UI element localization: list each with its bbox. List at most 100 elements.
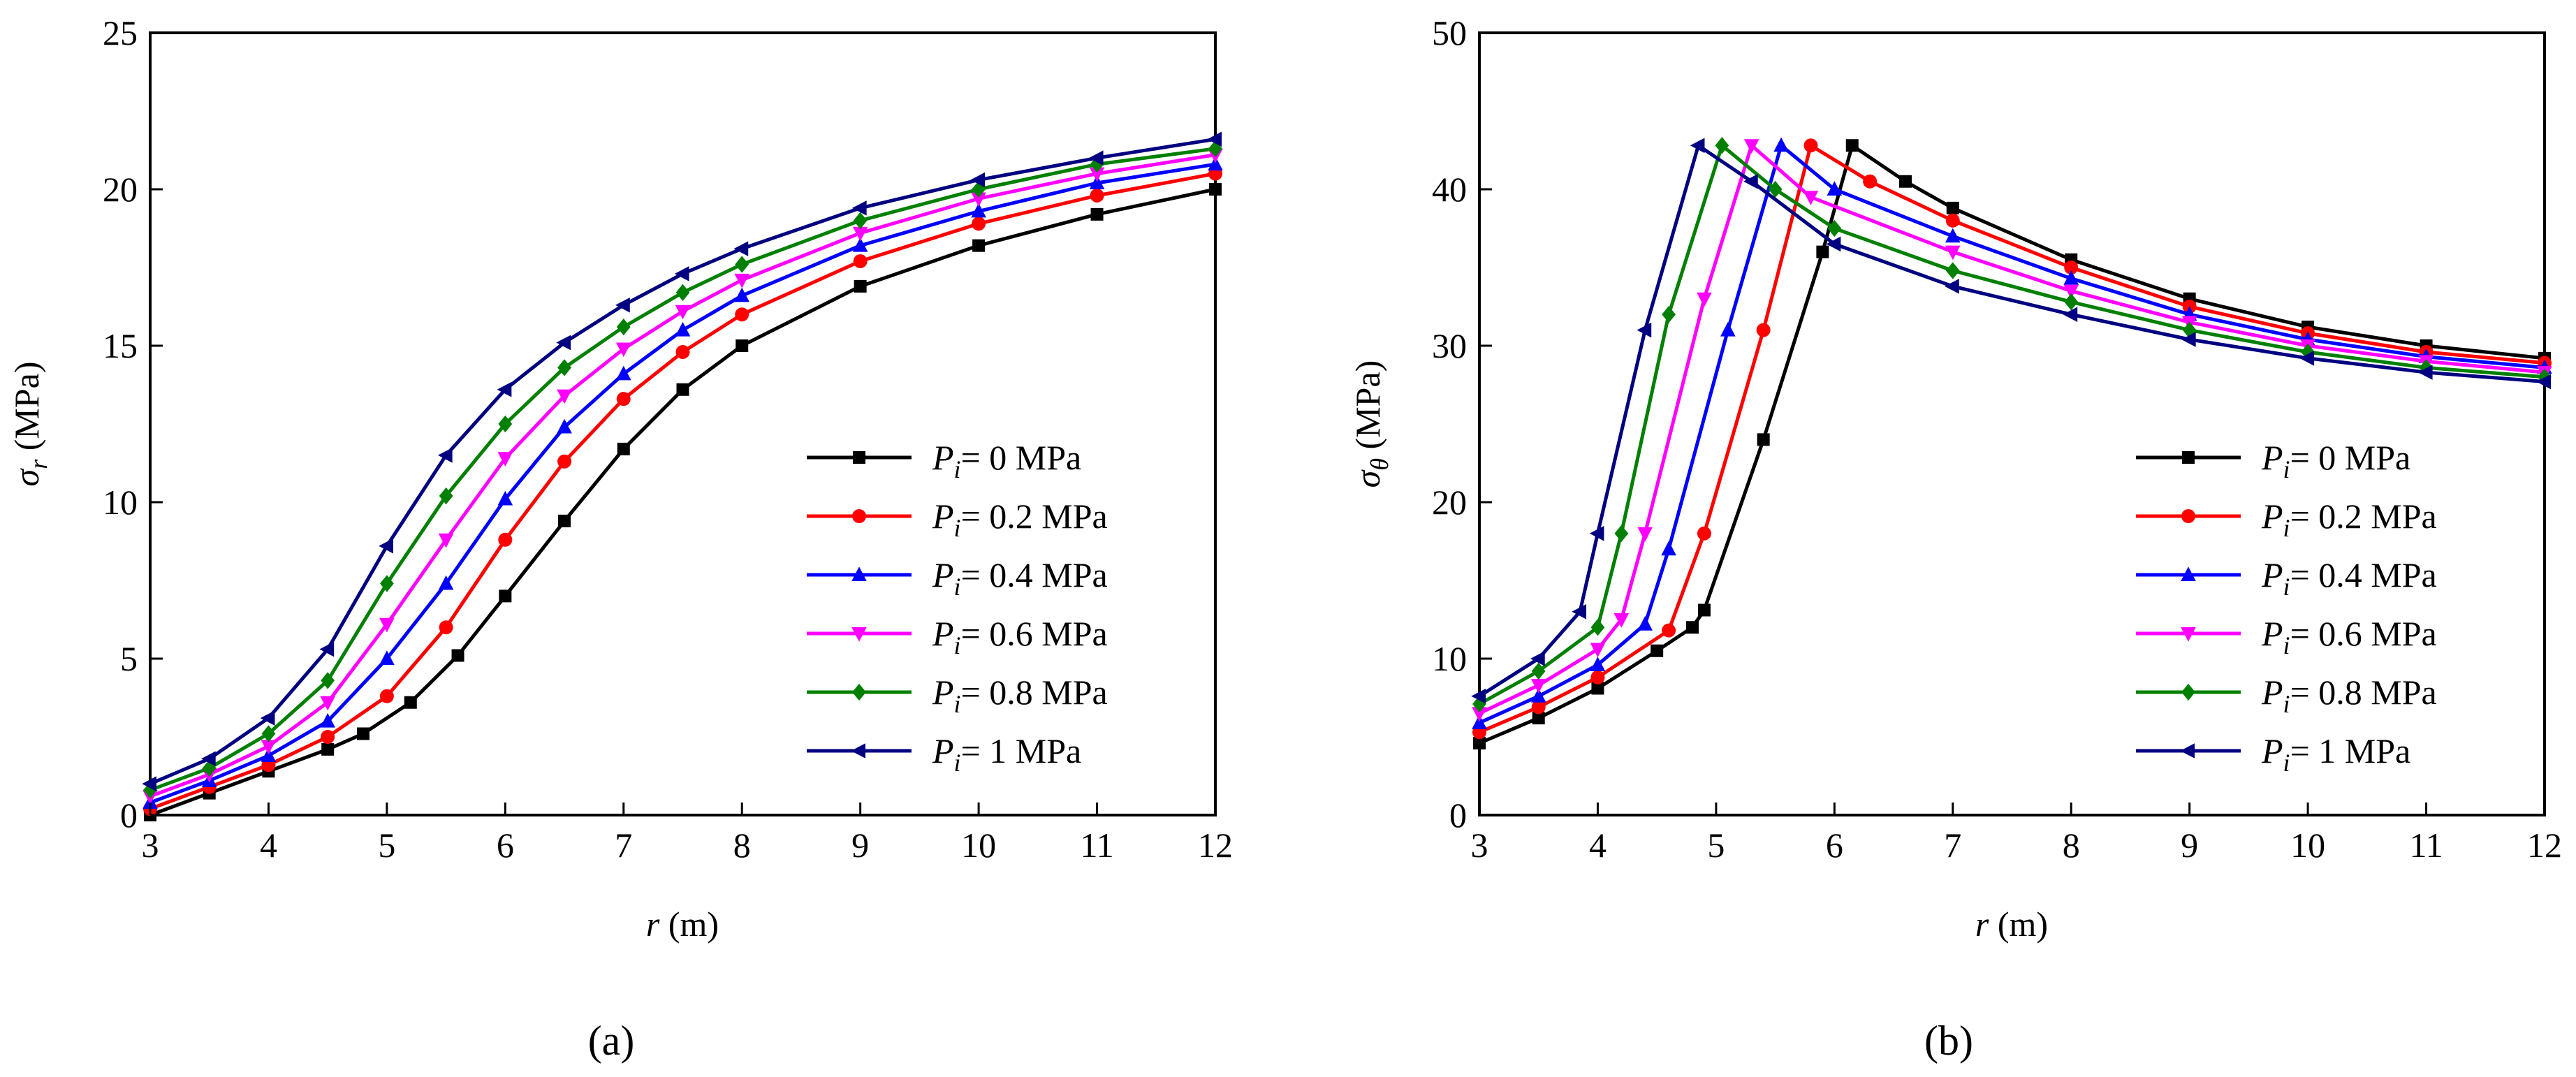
panel-b-data-point [1530,688,1546,703]
panel-a-series-5 [142,131,1222,791]
panel-a-legend-entry: Pi= 0.2 MPa [807,497,1108,542]
panel-a-data-point [439,620,453,635]
panel-a-series-4 [143,140,1222,799]
panel-a-data-point [261,747,277,762]
panel-a-legend-entry: Pi= 0 MPa [807,438,1081,483]
legend-swatch-marker [852,683,866,701]
panel-b-data-point [1651,644,1664,657]
panel-b-x-tick-label: 6 [1826,826,1843,865]
panel-b-data-point [1589,526,1604,541]
panel-b-data-point [1827,181,1843,196]
legend-swatch-marker [2181,566,2196,581]
panel-b-y-tick-label: 10 [1432,639,1467,678]
panel-a-axes-layer: 3 4 5 6 7 8 9 10 11 12 0 5 10 15 20 25 [103,13,1233,865]
panel-b-data-point [1637,616,1653,631]
panel-b-data-point [1743,174,1758,189]
panel-a-x-axis-title: r (m) [646,904,719,944]
panel-b-data-point [1715,137,1729,154]
panel-a-data-point [320,696,335,711]
panel-a-legend-items: Pi= 0 MPa Pi= 0.2 MPa Pi= 0.4 MPa Pi= 0.6 M… [807,438,1108,777]
panel-a-data-point [497,381,512,397]
legend-label: Pi= 0.8 MPa [932,673,1108,718]
panel-b-y-tick-label: 30 [1432,326,1467,365]
panel-a-legend-entry: Pi= 0.6 MPa [807,614,1108,659]
panel-a-x-tick-label: 9 [851,826,869,865]
panel-a-data-point [379,617,395,633]
panel-a-data-point [499,589,512,603]
panel-b-data-point [1637,322,1652,338]
panel-a-data-point [556,335,571,351]
panel-a-data-point [675,284,690,301]
panel-a-data-point [379,538,393,554]
panel-b-data-point [1662,623,1676,638]
panel-b-legend-entry: Pi= 0 MPa [2136,438,2410,483]
panel-b-x-tick-label: 7 [1944,826,1961,865]
panel-a-data-point [557,418,572,434]
legend-swatch-marker [2181,509,2195,523]
panel-a-legend-entry: Pi= 0.4 MPa [807,555,1108,601]
legend-swatch-marker [2181,627,2196,642]
panel-a-data-point [735,256,749,273]
panel-a-legend-entry: Pi= 1 MPa [807,731,1081,777]
panel-a-y-tick-label: 25 [103,13,138,52]
panel-b-data-point [1613,613,1630,628]
panel-b-data-point [1591,682,1604,695]
panel-b-data-point [1757,433,1770,446]
panel-a-x-tick-label: 6 [497,826,514,865]
panel-b-data-point [1845,139,1859,152]
legend-label: Pi= 0.6 MPa [2261,614,2437,659]
panel-b-data-point [2063,307,2078,322]
panel-b-data-point [1863,174,1878,189]
panel-b-data-point [1590,643,1606,658]
panel-a-data-point [260,710,275,726]
panel-a-legend: Pi= 0 MPa Pi= 0.2 MPa Pi= 0.4 MPa Pi= 0.6 M… [796,430,1194,777]
panel-a-x-tick-label: 8 [733,826,751,865]
panel-a-data-point [852,237,868,252]
panel-a-data-point [735,307,749,322]
panel-a-data-point [616,318,631,336]
legend-swatch-marker [853,451,865,464]
panel-a-data-point [451,649,464,662]
panel-a-data-point [734,287,750,302]
legend-label: Pi= 0.2 MPa [2261,497,2437,542]
legend-label: Pi= 0.6 MPa [932,614,1108,659]
panel-b-x-axis-title: r (m) [1975,904,2048,944]
panel-b-data-point [2417,365,2433,380]
panel-b-series-line [1478,143,2545,725]
panel-a-y-tick-label: 15 [103,326,138,365]
panel-b-data-point [1531,662,1546,680]
panel-b-y-tick-label: 40 [1432,170,1467,209]
panel-b-data-point [1662,306,1676,323]
panel-a-data-point [379,650,395,665]
panel-a-data-point [853,254,868,269]
panel-b-data-point [1590,670,1605,684]
panel-a-data-point [320,712,335,728]
panel-b-y-axis-title: σθ (MPa) [1348,360,1393,488]
legend-label: Pi= 0.4 MPa [932,555,1108,601]
panel-a-data-point [438,575,454,590]
panel-a-y-axis-title: σr (MPa) [7,362,52,487]
panel-a-data-point [675,305,691,320]
panel-a-data-point [261,725,276,742]
panel-a-data-point [1090,188,1104,203]
panel-a-label: (a) [588,1018,635,1064]
panel-b-series-line [1479,143,2545,745]
panel-a-data-point [615,342,631,358]
panel-b-data-point [1697,526,1711,541]
panel-b-x-tick-label: 10 [2290,826,2325,865]
legend-swatch-marker [851,566,867,581]
panel-a-data-point [734,273,750,288]
panel-a-data-point [972,217,986,231]
panel-a-data-point [498,532,513,547]
legend-label: Pi= 0.8 MPa [2261,673,2437,718]
panel-a-data-point [379,689,394,703]
panel-a-series-layer [142,131,1223,821]
panel-a-legend-entry: Pi= 0.8 MPa [807,673,1108,718]
panel-b-data-point [1472,707,1487,722]
panel-a-x-tick-label: 7 [615,826,632,865]
panel-a-data-point [676,383,689,396]
panel-a-data-point [970,172,986,188]
panel-b-data-point [1686,621,1699,634]
panel-a-data-point [851,200,867,216]
